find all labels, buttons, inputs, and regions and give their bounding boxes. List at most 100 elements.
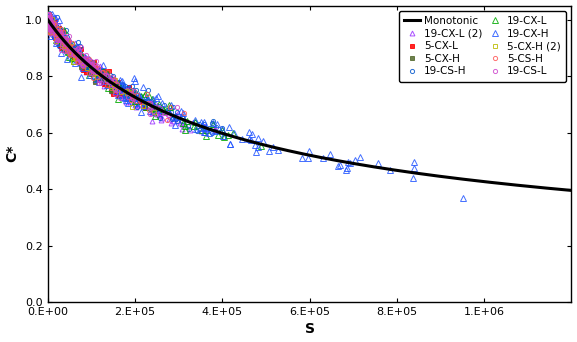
19-CX-L	[132, 91, 139, 95]
19-CX-L	[149, 101, 156, 105]
5-CS-H	[48, 24, 55, 28]
19-CX-H	[59, 38, 66, 42]
Line: 19-CS-L: 19-CS-L	[46, 12, 218, 132]
19-CS-L	[44, 23, 51, 27]
19-CS-L	[57, 35, 64, 39]
19-CX-L	[57, 27, 63, 31]
Monotonic	[293, 150, 300, 155]
Line: 19-CX-L (2): 19-CX-L (2)	[46, 12, 209, 133]
19-CX-H	[374, 161, 381, 165]
19-CX-L (2)	[46, 21, 53, 25]
19-CX-L (2)	[198, 129, 205, 133]
5-CX-H (2)	[48, 23, 55, 27]
5-CX-H (2)	[45, 15, 52, 19]
Line: 5-CX-H: 5-CX-H	[46, 12, 136, 98]
Line: 5-CX-L: 5-CX-L	[46, 12, 158, 110]
5-CX-L	[49, 25, 56, 29]
5-CS-H	[66, 52, 73, 56]
19-CS-L	[112, 92, 119, 96]
Monotonic	[568, 188, 575, 193]
Monotonic	[328, 157, 335, 161]
Monotonic	[356, 162, 363, 167]
5-CX-H (2)	[44, 18, 51, 23]
19-CX-L (2)	[47, 24, 54, 28]
19-CX-H	[460, 196, 467, 200]
5-CX-H (2)	[151, 110, 158, 115]
5-CS-H	[181, 111, 188, 115]
5-CX-H	[102, 75, 108, 79]
5-CX-H	[68, 50, 75, 54]
19-CX-L	[44, 22, 51, 26]
5-CX-H	[44, 15, 51, 19]
Line: 19-CX-L: 19-CX-L	[45, 11, 264, 148]
5-CX-L	[108, 82, 115, 86]
5-CX-L	[45, 12, 52, 16]
5-CS-H	[164, 118, 171, 122]
5-CX-H	[44, 12, 51, 16]
Monotonic	[556, 187, 563, 191]
Line: 5-CS-H: 5-CS-H	[46, 12, 186, 122]
19-CX-L (2)	[44, 20, 51, 24]
5-CX-H	[62, 46, 69, 50]
5-CX-L	[126, 88, 133, 92]
5-CS-H	[80, 64, 87, 68]
19-CS-H	[48, 26, 55, 30]
5-CS-H	[45, 12, 52, 16]
19-CS-L	[77, 45, 84, 49]
5-CX-L	[141, 106, 148, 110]
Line: 19-CX-H: 19-CX-H	[45, 11, 466, 200]
5-CX-H (2)	[60, 38, 67, 42]
5-CX-H (2)	[49, 30, 56, 34]
5-CX-L	[57, 31, 64, 36]
X-axis label: S: S	[305, 323, 314, 337]
19-CS-L	[80, 63, 87, 67]
19-CX-L (2)	[204, 128, 211, 132]
Legend: Monotonic, 19-CX-L (2), 5-CX-L, 5-CX-H, 19-CS-H, 19-CX-L, 19-CX-H, 5-CX-H (2), 5: Monotonic, 19-CX-L (2), 5-CX-L, 5-CX-H, …	[399, 11, 566, 82]
19-CX-L	[104, 86, 111, 90]
5-CX-L	[47, 17, 54, 21]
19-CX-H	[46, 12, 53, 16]
5-CX-H (2)	[123, 91, 130, 95]
Monotonic	[296, 151, 303, 155]
19-CX-L (2)	[61, 35, 68, 39]
19-CS-H	[200, 122, 207, 126]
5-CS-H	[146, 107, 153, 111]
5-CX-L	[44, 12, 51, 16]
19-CX-L (2)	[166, 117, 173, 121]
19-CX-H	[45, 16, 52, 20]
Y-axis label: C*: C*	[6, 145, 20, 162]
19-CX-L (2)	[54, 37, 61, 41]
19-CX-L	[61, 40, 68, 44]
19-CS-H	[86, 63, 93, 67]
19-CX-L	[45, 12, 52, 16]
19-CX-L	[220, 135, 227, 139]
5-CX-H	[126, 94, 133, 98]
19-CS-H	[107, 81, 114, 85]
5-CX-L	[44, 28, 51, 32]
Line: 19-CS-H: 19-CS-H	[46, 13, 226, 139]
Monotonic	[474, 179, 481, 183]
19-CX-H	[95, 76, 102, 80]
5-CX-H (2)	[64, 47, 71, 51]
19-CX-L (2)	[44, 12, 51, 16]
19-CX-L	[257, 143, 264, 147]
5-CX-H	[131, 92, 138, 96]
19-CX-H	[44, 16, 51, 20]
Line: Monotonic: Monotonic	[48, 20, 571, 190]
19-CX-H	[275, 148, 282, 153]
Monotonic	[44, 18, 51, 22]
5-CX-H (2)	[114, 84, 121, 89]
5-CX-H	[61, 37, 68, 41]
19-CX-L (2)	[175, 111, 182, 115]
5-CS-H	[50, 21, 57, 25]
19-CS-L	[63, 38, 70, 42]
19-CS-L	[92, 65, 99, 69]
5-CS-H	[94, 66, 101, 70]
19-CS-H	[63, 45, 70, 49]
5-CS-H	[44, 15, 51, 19]
19-CS-H	[44, 15, 51, 19]
19-CS-L	[212, 128, 219, 132]
19-CS-H	[220, 135, 227, 139]
19-CS-H	[65, 38, 72, 42]
Line: 5-CX-H (2): 5-CX-H (2)	[46, 15, 156, 115]
